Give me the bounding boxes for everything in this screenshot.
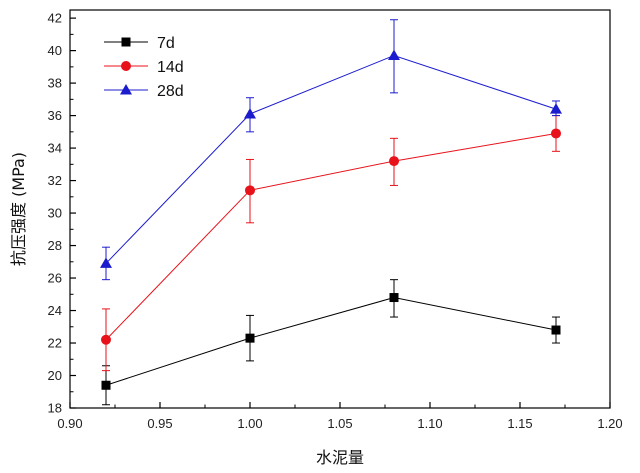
x-tick-label: 0.95 [147, 416, 172, 431]
legend-label: 7d [157, 35, 175, 52]
y-tick-label: 38 [48, 76, 62, 91]
y-tick-label: 34 [48, 141, 62, 156]
y-tick-label: 32 [48, 173, 62, 188]
y-tick-label: 18 [48, 401, 62, 416]
series-28d [100, 19, 562, 281]
x-axis-ticks: 0.90 0.95 1.00 1.05 1.10 1.15 1.20 [57, 402, 623, 431]
data-point [550, 103, 562, 114]
plot-frame [69, 9, 611, 409]
y-tick-label: 22 [48, 336, 62, 351]
x-tick-label: 1.20 [597, 416, 622, 431]
series-line [105, 54, 557, 264]
data-point [101, 380, 111, 390]
data-point [389, 293, 399, 303]
series-14d [101, 115, 561, 372]
y-axis-ticks: 18 20 22 24 26 28 30 32 34 36 38 40 42 [48, 11, 76, 416]
data-point [245, 333, 255, 343]
x-axis-title: 水泥量 [316, 448, 364, 467]
legend: 7d 14d 28d [104, 35, 184, 100]
data-point [551, 325, 561, 335]
legend-marker [121, 61, 131, 71]
legend-item-14d: 14d [104, 59, 184, 76]
y-tick-label: 20 [48, 368, 62, 383]
data-point [245, 185, 255, 196]
data-point [101, 334, 111, 345]
legend-item-7d: 7d [104, 35, 175, 52]
y-tick-label: 42 [48, 11, 62, 26]
legend-label: 14d [157, 59, 184, 76]
x-tick-label: 1.05 [327, 416, 352, 431]
data-point [100, 257, 112, 268]
x-tick-label: 0.90 [57, 416, 82, 431]
data-point [244, 107, 256, 119]
y-tick-label: 40 [48, 43, 62, 58]
series-7d [101, 279, 561, 406]
x-tick-label: 1.15 [507, 416, 532, 431]
y-tick-label: 30 [48, 206, 62, 221]
data-point [389, 156, 399, 167]
y-tick-label: 24 [48, 303, 62, 318]
y-tick-label: 36 [48, 108, 62, 123]
legend-item-28d: 28d [104, 83, 184, 100]
series-line [105, 132, 557, 341]
series-line [105, 297, 557, 386]
legend-marker [121, 37, 131, 47]
y-axis-title: 抗压强度 (MPa) [9, 152, 28, 266]
x-tick-label: 1.00 [237, 416, 262, 431]
legend-marker [120, 84, 132, 95]
x-tick-label: 1.10 [417, 416, 442, 431]
series-layer [100, 19, 562, 406]
y-tick-label: 26 [48, 271, 62, 286]
y-tick-label: 28 [48, 238, 62, 253]
data-point [551, 128, 561, 139]
legend-label: 28d [157, 83, 184, 100]
data-point [388, 49, 400, 60]
